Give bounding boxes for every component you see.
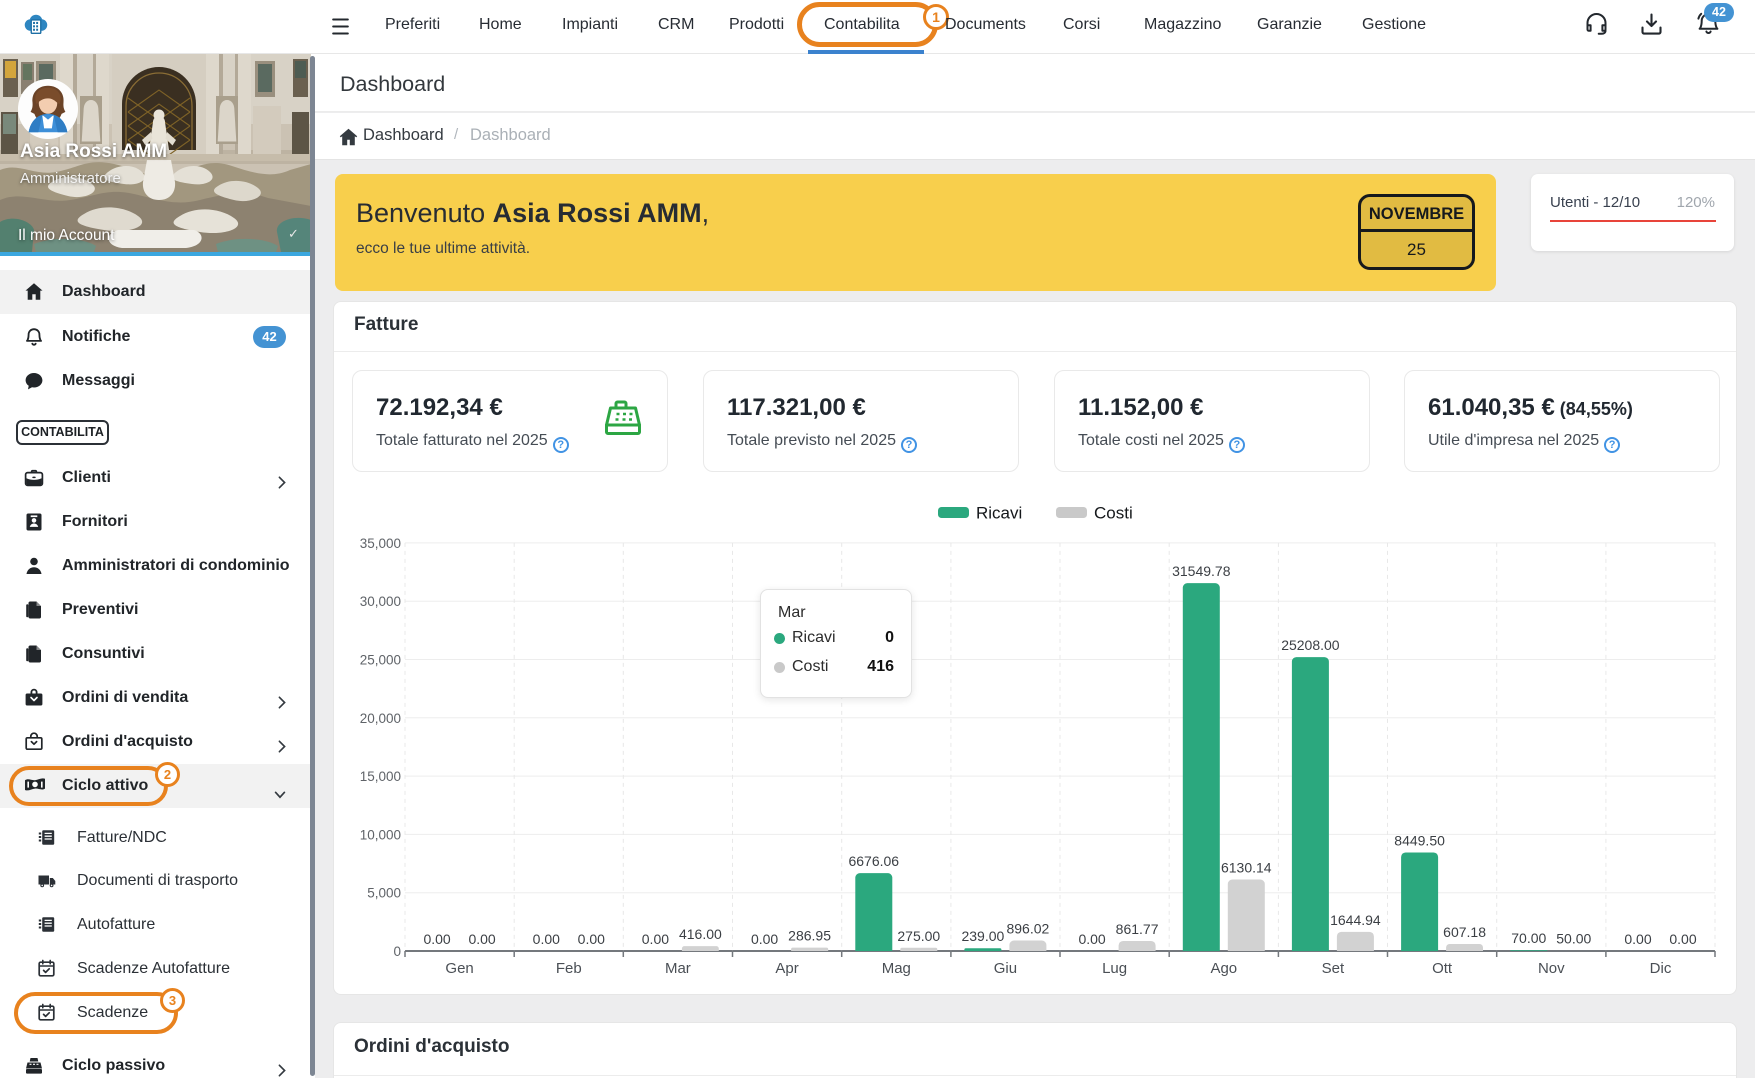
svg-text:0.00: 0.00 [1669,931,1696,947]
svg-text:Feb: Feb [556,960,582,977]
svg-text:Mar: Mar [665,960,691,977]
svg-text:0.00: 0.00 [1078,931,1105,947]
svg-text:Dic: Dic [1650,960,1672,977]
svg-text:Mag: Mag [882,960,911,977]
svg-text:0.00: 0.00 [1624,931,1651,947]
svg-text:0.00: 0.00 [468,931,495,947]
svg-text:Ricavi: Ricavi [976,504,1022,523]
svg-text:0.00: 0.00 [751,931,778,947]
svg-text:Ago: Ago [1210,960,1237,977]
svg-text:Ott: Ott [1432,960,1453,977]
svg-text:Nov: Nov [1538,960,1565,977]
svg-text:Gen: Gen [445,960,473,977]
svg-text:Set: Set [1322,960,1345,977]
svg-text:5,000: 5,000 [367,886,401,901]
svg-text:30,000: 30,000 [360,594,401,609]
svg-text:286.95: 286.95 [788,928,831,944]
svg-text:31549.78: 31549.78 [1172,563,1231,579]
svg-text:15,000: 15,000 [360,769,401,784]
svg-text:35,000: 35,000 [360,536,401,551]
svg-text:0.00: 0.00 [578,931,605,947]
svg-text:10,000: 10,000 [360,827,401,842]
svg-text:6130.14: 6130.14 [1221,860,1272,876]
svg-text:20,000: 20,000 [360,711,401,726]
svg-text:Giu: Giu [994,960,1017,977]
svg-text:275.00: 275.00 [897,928,940,944]
svg-text:239.00: 239.00 [961,928,1004,944]
svg-text:70.00: 70.00 [1511,930,1546,946]
svg-text:6676.06: 6676.06 [848,853,899,869]
svg-text:8449.50: 8449.50 [1394,833,1445,849]
svg-text:416.00: 416.00 [679,926,722,942]
svg-text:0.00: 0.00 [423,931,450,947]
svg-text:Costi: Costi [1094,504,1133,523]
svg-text:0.00: 0.00 [642,931,669,947]
svg-text:25,000: 25,000 [360,653,401,668]
svg-text:0: 0 [393,944,401,959]
svg-text:Apr: Apr [775,960,798,977]
svg-text:607.18: 607.18 [1443,924,1486,940]
svg-text:1644.94: 1644.94 [1330,912,1381,928]
svg-text:861.77: 861.77 [1116,921,1159,937]
svg-text:25208.00: 25208.00 [1281,637,1340,653]
svg-text:50.00: 50.00 [1556,930,1591,946]
svg-text:Lug: Lug [1102,960,1127,977]
svg-text:896.02: 896.02 [1006,921,1049,937]
svg-text:0.00: 0.00 [533,931,560,947]
